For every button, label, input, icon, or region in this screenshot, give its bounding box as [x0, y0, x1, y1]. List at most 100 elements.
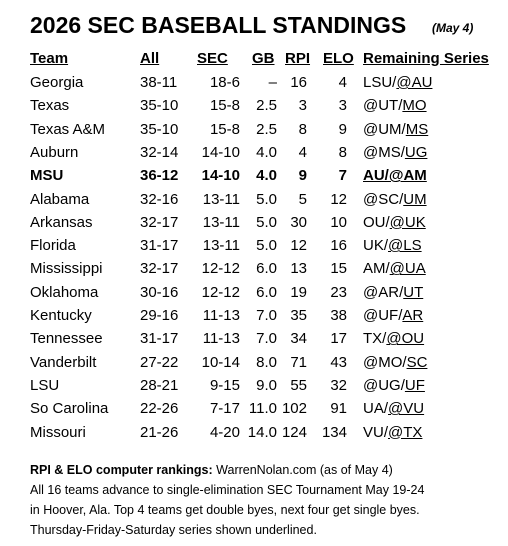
cell: 4-20 [209, 423, 240, 441]
cell: 55 [290, 376, 307, 394]
cell: 9-15 [209, 376, 240, 394]
cell: 38-11 [140, 74, 178, 91]
cell: 71 [290, 353, 307, 371]
cell: 12 [290, 237, 307, 255]
series-part: MO [402, 97, 427, 115]
cell: 13 [290, 260, 307, 278]
cell: Vanderbilt [30, 353, 97, 371]
cell: 11.0 [248, 400, 277, 418]
cell: 14-10 [201, 167, 240, 185]
column-header: All [140, 50, 160, 67]
cell: 32 [330, 376, 347, 394]
cell: 4.0 [256, 143, 277, 161]
series-part: @UM/ [363, 120, 406, 138]
remaining-series: AM/@UA [363, 261, 426, 276]
cell: MSU [30, 167, 64, 185]
series-part: @SC/ [363, 190, 404, 208]
cell: 102 [281, 400, 307, 418]
cell: 13-11 [202, 237, 240, 255]
cell: 15-8 [209, 97, 240, 115]
cell: 4 [298, 143, 307, 161]
cell: 31-17 [140, 237, 179, 255]
series-part: @UG/ [363, 376, 405, 394]
cell: 3 [298, 97, 307, 115]
cell: 18-6 [209, 74, 240, 91]
remaining-series: AU/@AM [363, 168, 427, 183]
cell: 34 [290, 330, 307, 348]
cell: Arkansas [30, 213, 93, 231]
cell: 9.0 [256, 376, 277, 394]
cell: 12-12 [201, 283, 240, 301]
cell: – [268, 74, 277, 91]
cell: 7-17 [209, 400, 240, 418]
remaining-series: @SC/UM [363, 192, 427, 207]
cell: 30-16 [140, 283, 179, 301]
cell: 5.0 [256, 213, 277, 231]
column-header: RPI [285, 50, 311, 67]
remaining-series: @MO/SC [363, 355, 427, 370]
cell: 21-26 [140, 423, 179, 441]
cell: Kentucky [30, 307, 92, 324]
cell: 7.0 [256, 307, 277, 324]
series-part: AM/ [363, 260, 390, 278]
remaining-series: @AR/UT [363, 285, 423, 300]
footer-source: RPI & ELO computer rankings: WarrenNolan… [30, 464, 393, 477]
title: 2026 SEC BASEBALL STANDINGS [30, 12, 407, 38]
cell: 6.0 [256, 260, 277, 278]
column-header: GB [252, 50, 275, 67]
cell: 32-17 [140, 213, 179, 231]
series-part: @MO/ [363, 353, 407, 371]
cell: 11-13 [202, 307, 240, 324]
remaining-series: @UT/MO [363, 98, 427, 113]
cell: 7 [338, 167, 347, 185]
series-part: @MS/ [363, 143, 405, 161]
remaining-series: UK/@LS [363, 238, 422, 253]
cell: 36-12 [140, 167, 179, 185]
cell: Mississippi [30, 260, 103, 278]
series-part: SC [406, 353, 428, 371]
cell: 32-17 [140, 260, 179, 278]
cell: 8 [298, 120, 307, 138]
series-part: VU/ [363, 423, 389, 441]
cell: 15-8 [209, 120, 240, 138]
cell: 14.0 [247, 423, 277, 441]
series-part: @TX [388, 423, 423, 441]
series-part: @OU [386, 330, 425, 348]
cell: 12 [330, 190, 347, 208]
cell: 4 [338, 74, 347, 91]
remaining-series: @UM/MS [363, 122, 428, 137]
cell: 6.0 [256, 283, 277, 301]
cell: 8 [338, 143, 347, 161]
cell: 5 [298, 190, 307, 208]
cell: 35-10 [140, 120, 179, 138]
cell: 19 [290, 283, 307, 301]
series-part: UG [404, 143, 428, 161]
cell: So Carolina [30, 400, 109, 418]
remaining-series: @UG/UF [363, 378, 425, 393]
series-part: @UA [389, 260, 426, 278]
cell: 10 [330, 213, 347, 231]
cell: 5.0 [256, 190, 277, 208]
cell: 29-16 [140, 307, 179, 324]
cell: 28-21 [140, 376, 179, 394]
series-part: @UK [389, 213, 426, 231]
cell: LSU [30, 376, 60, 394]
cell: 11-13 [202, 330, 240, 348]
series-part: @UF/ [363, 307, 403, 324]
cell: 9 [338, 120, 347, 138]
series-part: UT [403, 283, 424, 301]
cell: 38 [330, 307, 347, 324]
remaining-series: @UF/AR [363, 308, 423, 323]
remaining-series: LSU/@AU [363, 75, 432, 90]
series-part: TX/ [363, 330, 387, 348]
cell: Missouri [30, 423, 86, 441]
source-label: RPI & ELO computer rankings: [30, 463, 213, 477]
cell: 14-10 [201, 143, 240, 161]
series-part: @AR/ [363, 283, 404, 301]
cell: 8.0 [256, 353, 277, 371]
cell: 22-26 [140, 400, 179, 418]
cell: 15 [330, 260, 347, 278]
series-part: @UT/ [363, 97, 403, 115]
series-part: UM [403, 190, 427, 208]
cell: 16 [330, 237, 347, 255]
